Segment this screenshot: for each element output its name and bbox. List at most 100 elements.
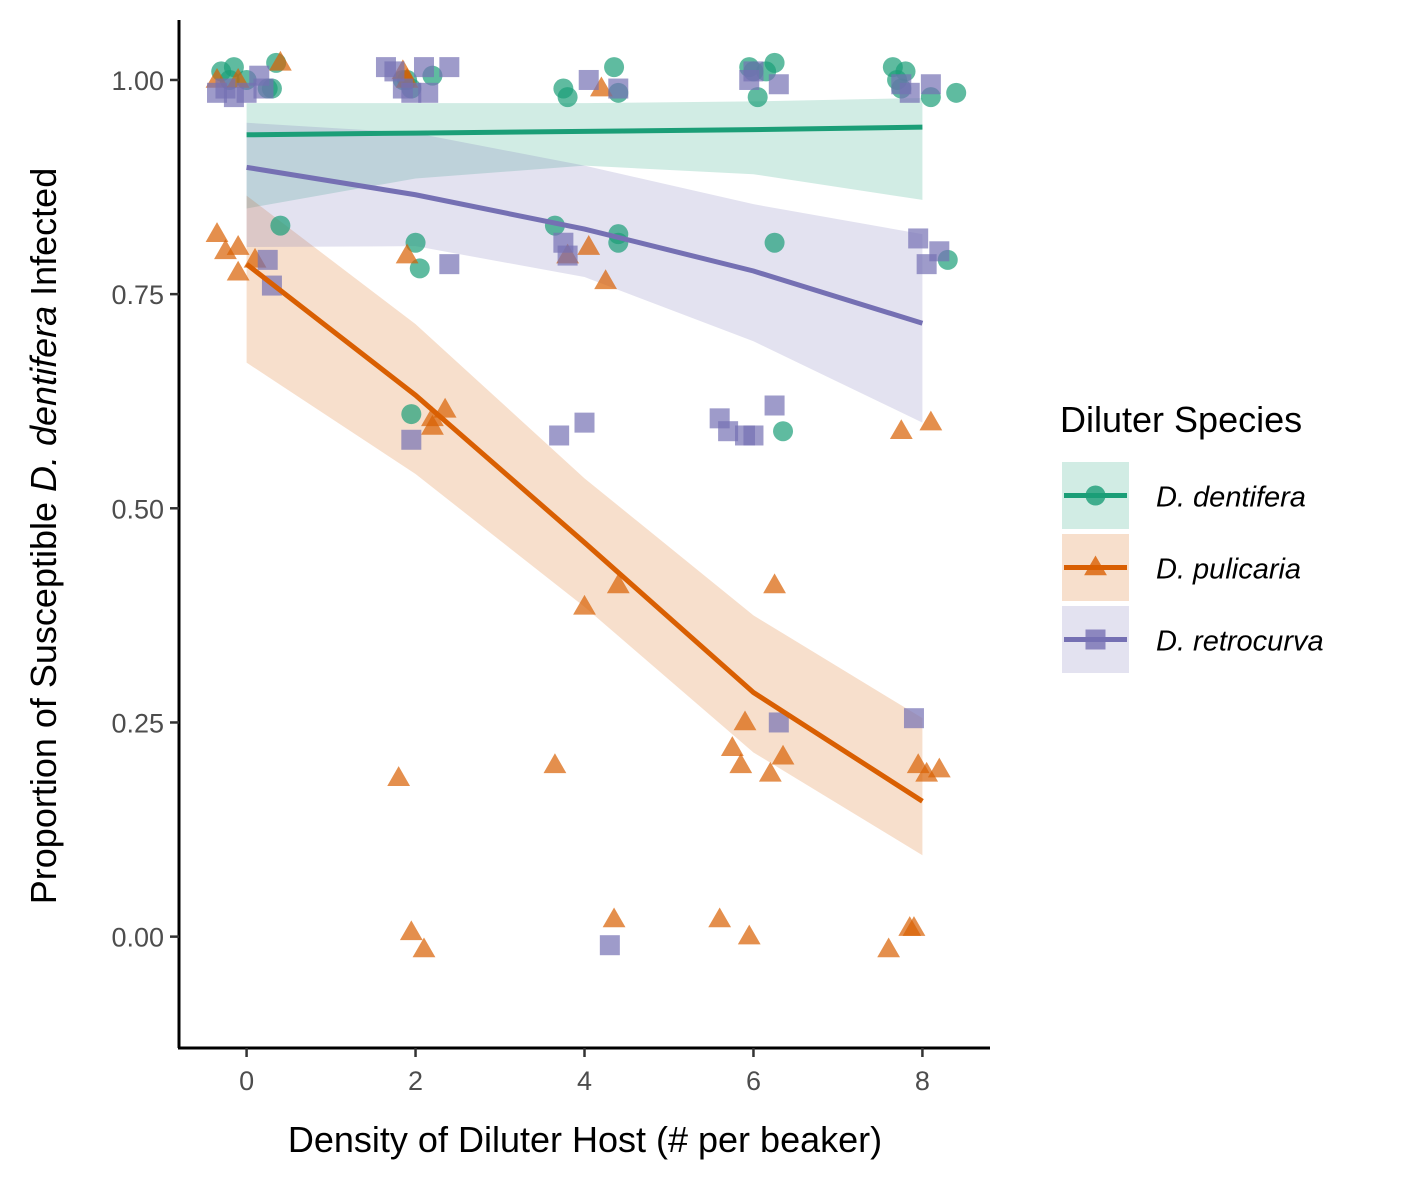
point-d-dentifera-18 <box>604 57 625 78</box>
point-d-pulicaria-36 <box>902 916 926 936</box>
point-d-retrocurva-15 <box>439 254 460 275</box>
point-d-pulicaria-21 <box>589 76 613 97</box>
point-d-retrocurva-16 <box>401 429 422 450</box>
point-d-pulicaria-20 <box>577 235 601 255</box>
point-d-retrocurva-31 <box>768 74 789 95</box>
y-tick-label-0.75: 0.75 <box>111 280 164 310</box>
point-d-retrocurva-36 <box>908 228 929 249</box>
point-d-pulicaria-32 <box>771 744 795 765</box>
legend-title: Diluter Species <box>1060 399 1302 440</box>
point-d-retrocurva-23 <box>599 935 620 956</box>
point-d-pulicaria-19 <box>573 594 596 615</box>
point-d-pulicaria-17 <box>543 753 567 774</box>
point-d-dentifera-11 <box>405 232 426 253</box>
y-tick-label-1.00: 1.00 <box>111 66 164 96</box>
x-tick-label-8: 8 <box>915 1066 930 1096</box>
point-d-retrocurva-5 <box>253 78 274 99</box>
point-d-pulicaria-13 <box>412 937 436 958</box>
confidence-ribbons <box>246 97 923 856</box>
y-tick-label-0.50: 0.50 <box>111 494 164 524</box>
point-d-dentifera-24 <box>747 87 768 108</box>
legend-symbol-d-dentifera <box>1085 485 1106 506</box>
fit-line-d-dentifera <box>246 124 923 138</box>
point-d-pulicaria-30 <box>758 761 782 782</box>
point-d-pulicaria-26 <box>720 736 744 756</box>
x-tick-label-2: 2 <box>408 1066 423 1096</box>
point-d-retrocurva-3 <box>236 82 257 103</box>
point-d-dentifera-16 <box>557 87 578 108</box>
point-d-retrocurva-14 <box>439 57 460 78</box>
legend-item-d-dentifera: D. dentifera <box>1062 462 1306 529</box>
point-d-retrocurva-27 <box>743 425 764 446</box>
legend-label-d-retrocurva: D. retrocurva <box>1156 626 1324 658</box>
point-d-retrocurva-22 <box>608 78 629 99</box>
x-tick-label-6: 6 <box>746 1066 761 1096</box>
point-d-pulicaria-2 <box>268 50 292 71</box>
legend-label-d-pulicaria: D. pulicaria <box>1156 554 1301 586</box>
point-d-pulicaria-23 <box>602 907 626 928</box>
point-d-pulicaria-8 <box>387 766 411 786</box>
point-d-pulicaria-33 <box>877 937 901 958</box>
y-axis-ticks: 0.00 0.25 0.50 0.75 1.00 <box>111 66 179 953</box>
point-d-pulicaria-11 <box>395 243 419 264</box>
fit-line-d-pulicaria <box>245 262 924 804</box>
point-d-retrocurva-25 <box>718 421 739 442</box>
point-d-pulicaria-6 <box>226 260 250 281</box>
data-points <box>205 50 967 958</box>
x-axis-title: Density of Diluter Host (# per beaker) <box>288 1119 882 1160</box>
legend-item-d-retrocurva: D. retrocurva <box>1062 606 1324 673</box>
x-axis-ticks: 0 2 4 6 8 <box>239 1048 930 1096</box>
legend-item-d-pulicaria: D. pulicaria <box>1062 534 1301 601</box>
legend-symbol-d-retrocurva <box>1085 629 1106 650</box>
point-d-retrocurva-35 <box>903 708 924 729</box>
y-axis-title: Proportion of Susceptible D. dentifera I… <box>23 168 64 904</box>
ci-ribbon-d-dentifera <box>246 97 923 209</box>
point-d-pulicaria-3 <box>205 222 229 242</box>
point-d-dentifera-12 <box>409 258 430 279</box>
point-d-pulicaria-12 <box>399 920 423 941</box>
point-d-pulicaria-34 <box>889 419 913 439</box>
fit-lines <box>245 124 924 804</box>
point-d-retrocurva-13 <box>418 82 439 103</box>
point-d-retrocurva-34 <box>899 82 920 103</box>
point-d-retrocurva-39 <box>929 241 950 262</box>
y-axis-title-prefix: Proportion of Susceptible <box>23 492 64 904</box>
point-d-pulicaria-24 <box>606 573 630 594</box>
point-d-pulicaria-27 <box>729 753 753 774</box>
point-d-pulicaria-16 <box>433 397 457 418</box>
y-tick-label-0.00: 0.00 <box>111 923 164 953</box>
point-d-pulicaria-15 <box>421 406 444 427</box>
point-d-retrocurva-29 <box>743 61 764 82</box>
point-d-retrocurva-17 <box>549 425 570 446</box>
legend-symbol-d-pulicaria <box>1084 555 1107 576</box>
point-d-pulicaria-25 <box>708 907 732 928</box>
point-d-pulicaria-40 <box>927 757 951 778</box>
point-d-dentifera-35 <box>946 82 967 103</box>
ci-ribbon-d-retrocurva <box>246 122 923 423</box>
point-d-retrocurva-21 <box>578 69 599 90</box>
point-d-pulicaria-28 <box>733 710 757 731</box>
legend: Diluter Species D. dentifera D. pulicaria… <box>1060 399 1324 673</box>
x-tick-label-0: 0 <box>239 1066 254 1096</box>
point-d-dentifera-28 <box>773 421 794 442</box>
point-d-retrocurva-30 <box>764 395 785 416</box>
y-axis-title-italic: D. dentifera <box>23 306 64 492</box>
point-d-pulicaria-22 <box>594 269 618 290</box>
point-d-retrocurva-38 <box>920 74 941 95</box>
point-d-retrocurva-32 <box>768 712 789 733</box>
legend-label-d-dentifera: D. dentifera <box>1156 482 1306 514</box>
y-axis-title-suffix: Infected <box>23 168 64 306</box>
point-d-dentifera-26 <box>764 52 785 73</box>
point-d-retrocurva-11 <box>401 82 422 103</box>
x-tick-label-4: 4 <box>577 1066 592 1096</box>
point-d-retrocurva-6 <box>257 249 278 270</box>
y-tick-label-0.25: 0.25 <box>111 708 164 738</box>
point-d-pulicaria-5 <box>226 235 250 255</box>
point-d-dentifera-7 <box>270 215 291 236</box>
point-d-retrocurva-12 <box>413 57 434 78</box>
fit-line-d-retrocurva <box>246 164 924 326</box>
point-d-pulicaria-31 <box>763 573 786 594</box>
point-d-retrocurva-19 <box>557 245 578 266</box>
point-d-dentifera-27 <box>764 232 785 253</box>
